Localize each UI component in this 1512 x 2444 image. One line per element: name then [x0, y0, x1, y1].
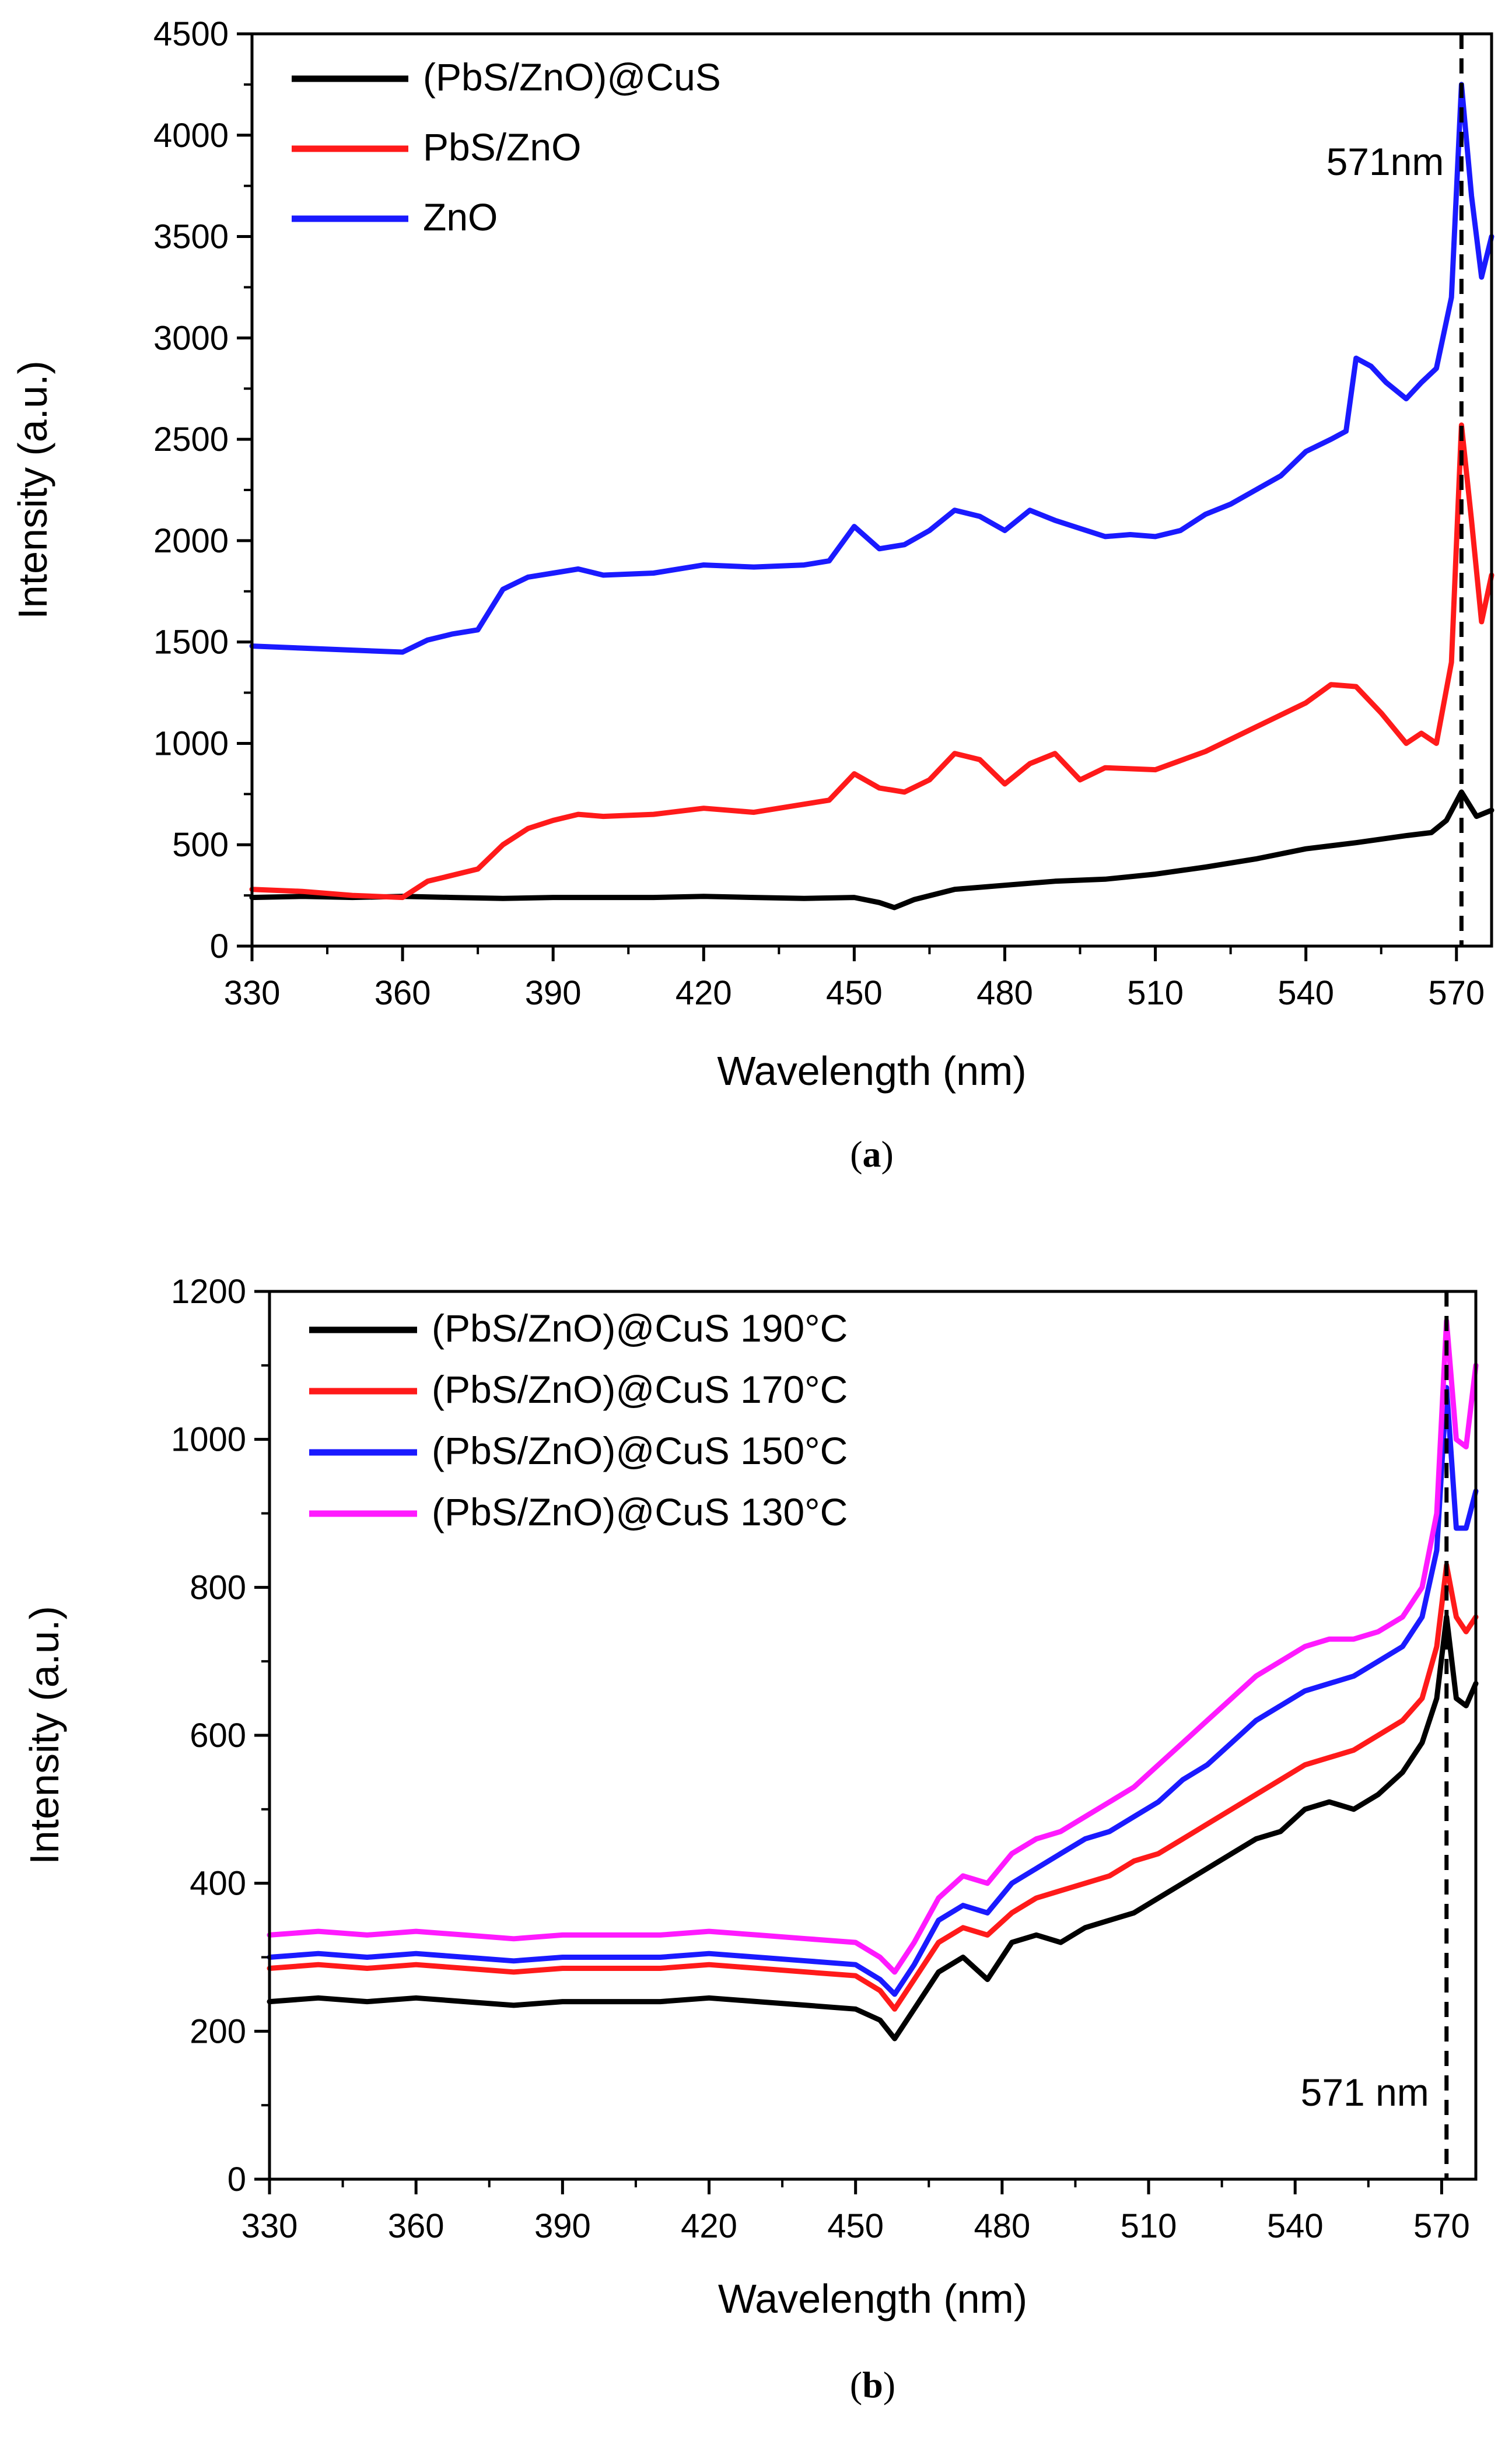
chart1-y-tick-label: 0 [228, 2161, 246, 2198]
chart1-y-tick-label: 400 [190, 1865, 246, 1903]
chart0-y-tick-label: 1000 [153, 724, 229, 762]
chart0-x-tick-label: 480 [977, 974, 1033, 1012]
chart0-x-tick-label: 420 [676, 974, 732, 1012]
chart0-legend-label-1: PbS/ZnO [423, 125, 581, 169]
chart1-x-tick-label: 510 [1121, 2207, 1177, 2245]
chart1-y-tick-label: 600 [190, 1717, 246, 1755]
chart0-y-tick-label: 500 [172, 826, 229, 864]
chart1-x-tick-label: 330 [242, 2207, 298, 2245]
chart1-peak-annotation: 571 nm [1301, 2071, 1429, 2114]
chart0-x-tick-label: 510 [1127, 974, 1184, 1012]
panel-b: 571 nm 330 360 390 420 450 480 510 540 570 0 200 400… [22, 1273, 1479, 2406]
chart1-legend-label-3: (PbS/ZnO)@CuS 130°C [432, 1490, 848, 1533]
chart0-x-tick-label: 540 [1278, 974, 1334, 1012]
chart0-y-tick-label: 2500 [153, 421, 229, 458]
chart0-legend-label-2: ZnO [423, 195, 498, 239]
chart1-series-line-1 [267, 1562, 1479, 2012]
chart0-y-tick-label: 4000 [153, 117, 229, 155]
chart1-panel-caption: (b) [850, 2364, 895, 2406]
chart0-y-axis-label: Intensity (a.u.) [10, 360, 55, 619]
chart1-x-axis-label: Wavelength (nm) [718, 2276, 1027, 2322]
panel-a: 571nm 330 360 390 420 450 480 510 540 570 0 500 1000… [10, 15, 1494, 1175]
chart1-legend-label-1: (PbS/ZnO)@CuS 170°C [432, 1368, 848, 1411]
chart0-legend-label-0: (PbS/ZnO)@CuS [423, 55, 721, 99]
chart0-x-axis-label: Wavelength (nm) [717, 1048, 1026, 1094]
chart1-legend-label-0: (PbS/ZnO)@CuS 190°C [432, 1307, 848, 1350]
chart0-y-tick-label: 2000 [153, 522, 229, 560]
chart0-series-line-1 [249, 422, 1494, 901]
chart1-y-tick-label: 1000 [171, 1421, 246, 1459]
chart1-legend-label-2: (PbS/ZnO)@CuS 150°C [432, 1429, 848, 1472]
chart1-y-tick-label: 1200 [171, 1273, 246, 1311]
chart1-y-axis-label: Intensity (a.u.) [22, 1606, 67, 1865]
chart0-panel-caption: (a) [850, 1133, 894, 1175]
chart0-x-tick-label: 390 [525, 974, 582, 1012]
chart0-peak-annotation: 571nm [1326, 140, 1444, 183]
chart1-x-tick-label: 420 [681, 2207, 737, 2245]
chart0-y-tick-label: 4500 [153, 15, 229, 53]
chart1-y-tick-label: 200 [190, 2012, 246, 2050]
chart0-y-tick-label: 0 [210, 927, 229, 965]
chart0-x-tick-label: 360 [374, 974, 431, 1012]
chart0-x-tick-label: 330 [224, 974, 281, 1012]
chart0-series-line-0 [249, 789, 1494, 911]
chart0-x-tick-label: 570 [1428, 974, 1485, 1012]
chart1-y-tick-label: 800 [190, 1568, 246, 1606]
chart1-series-line-3 [267, 1318, 1479, 1975]
chart1-x-tick-label: 570 [1413, 2207, 1470, 2245]
chart0-y-tick-label: 3000 [153, 319, 229, 357]
chart1-series-line-0 [267, 1614, 1479, 2042]
chart1-x-tick-label: 360 [388, 2207, 444, 2245]
chart0-y-tick-label: 1500 [153, 624, 229, 661]
chart1-x-tick-label: 480 [974, 2207, 1030, 2245]
chart0-x-tick-label: 450 [826, 974, 883, 1012]
chart1-series-line-2 [267, 1385, 1479, 1997]
chart0-y-tick-label: 3500 [153, 218, 229, 256]
chart0-series-line-2 [249, 82, 1494, 655]
chart1-x-tick-label: 450 [827, 2207, 884, 2245]
chart1-x-tick-label: 390 [534, 2207, 591, 2245]
chart1-x-tick-label: 540 [1267, 2207, 1324, 2245]
